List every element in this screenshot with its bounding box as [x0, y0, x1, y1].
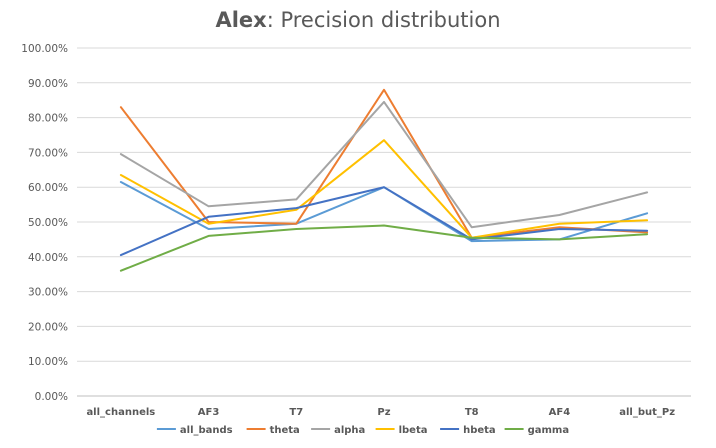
- series-line-lbeta: [119, 139, 649, 239]
- x-tick-label: all_channels: [86, 407, 155, 418]
- y-tick-label: 50.00%: [28, 217, 68, 229]
- legend-label-gamma: gamma: [528, 425, 570, 436]
- y-tick-label: 70.00%: [28, 147, 68, 159]
- y-tick-label: 100.00%: [21, 43, 68, 55]
- y-tick-label: 60.00%: [28, 182, 68, 194]
- x-tick-label: all_but_Pz: [619, 407, 675, 418]
- y-tick-label: 80.00%: [28, 113, 68, 125]
- legend-label-all_bands: all_bands: [180, 425, 233, 436]
- y-tick-label: 20.00%: [28, 321, 68, 333]
- chart-title-bold: Alex: [215, 8, 267, 32]
- y-tick-label: 90.00%: [28, 78, 68, 90]
- legend-label-lbeta: lbeta: [399, 425, 428, 436]
- x-tick-label: AF4: [549, 407, 571, 418]
- chart-title: Alex: Precision distribution: [0, 8, 716, 32]
- legend-label-hbeta: hbeta: [463, 425, 496, 436]
- y-tick-label: 0.00%: [35, 391, 68, 403]
- chart-title-rest: : Precision distribution: [266, 8, 501, 32]
- x-tick-label: T7: [289, 407, 303, 418]
- series-line-alpha: [119, 100, 649, 229]
- series-line-theta: [119, 88, 649, 239]
- x-tick-label: AF3: [198, 407, 220, 418]
- x-tick-label: T8: [465, 407, 479, 418]
- series-line-gamma: [119, 224, 649, 272]
- legend-label-theta: theta: [270, 425, 300, 436]
- legend-label-alpha: alpha: [334, 425, 365, 436]
- series-line-hbeta: [119, 186, 649, 257]
- y-tick-label: 40.00%: [28, 252, 68, 264]
- y-tick-label: 30.00%: [28, 287, 68, 299]
- x-tick-label: Pz: [377, 407, 390, 418]
- y-tick-label: 10.00%: [28, 356, 68, 368]
